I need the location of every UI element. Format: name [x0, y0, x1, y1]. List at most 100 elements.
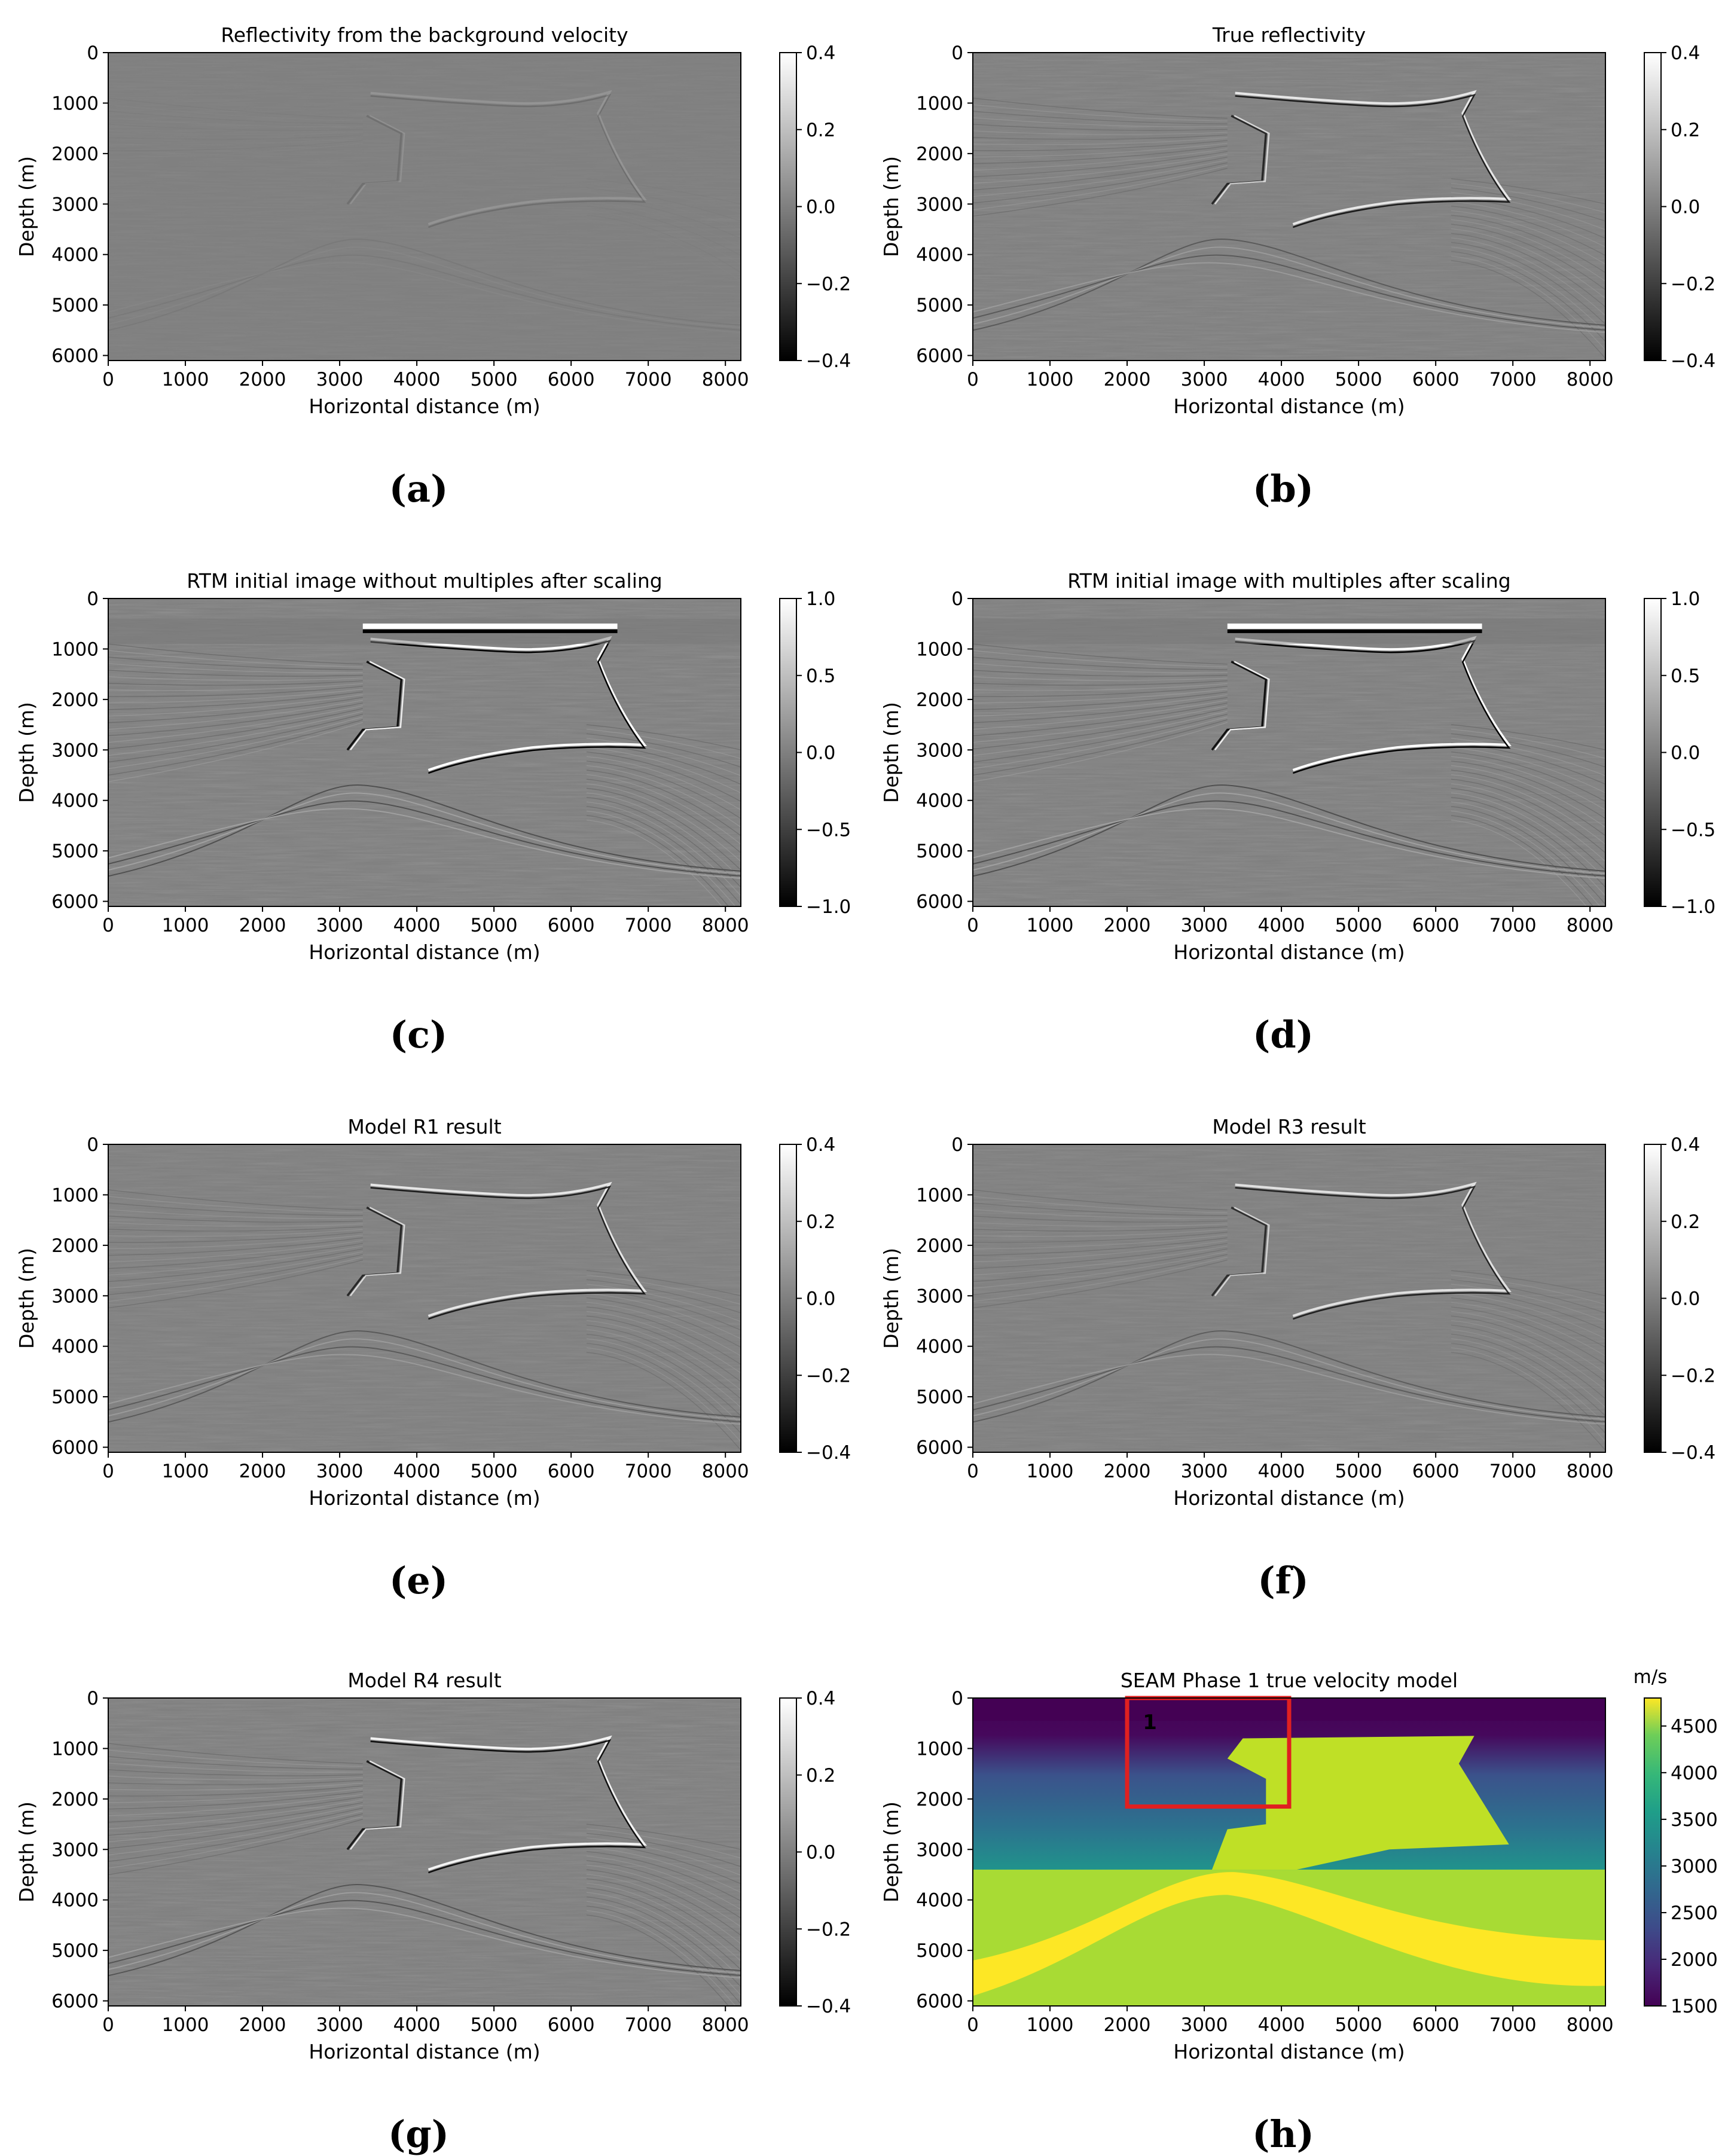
colorbar	[779, 1697, 797, 2007]
x-tick-label: 8000	[702, 915, 749, 936]
x-tick-label: 6000	[548, 1461, 595, 1482]
x-tick-label: 4000	[1258, 2014, 1305, 2036]
y-tick-label: 4000	[916, 1336, 963, 1358]
x-tick-label: 2000	[239, 915, 286, 936]
x-axis-label: Horizontal distance (m)	[1173, 940, 1405, 964]
y-tick-label: 4000	[916, 790, 963, 812]
x-tick-label: 0	[102, 915, 114, 936]
chart-title: Model R4 result	[347, 1669, 501, 1692]
colorbar	[779, 1144, 797, 1453]
y-tick-label: 5000	[916, 1940, 963, 1962]
x-tick-label: 1000	[1027, 1461, 1074, 1482]
y-tick-label: 1000	[51, 639, 99, 660]
y-tick-label: 2000	[916, 689, 963, 711]
y-tick-label: 5000	[916, 295, 963, 316]
colorbar-tick-label: 0.0	[806, 1288, 835, 1310]
x-tick-label: 3000	[316, 915, 364, 936]
x-axis-label: Horizontal distance (m)	[309, 2040, 540, 2063]
colorbar-tick-label: 0.2	[806, 120, 835, 141]
axes-frame	[972, 1144, 1606, 1453]
y-tick-label: 0	[87, 1688, 99, 1709]
y-axis-label: Depth (m)	[880, 156, 903, 257]
x-tick-label: 2000	[1104, 369, 1151, 390]
x-tick-label: 1000	[1027, 2014, 1074, 2036]
x-tick-label: 7000	[1489, 2014, 1537, 2036]
y-tick-label: 0	[951, 1688, 963, 1709]
panel-f: 0 1000 2000 3000 4000 5000 6000 7000 8000 0 1000 20…	[880, 1115, 1715, 1602]
x-tick-label: 0	[967, 1461, 979, 1482]
y-tick-label: 1000	[51, 93, 99, 114]
subfigure-label: (c)	[390, 1013, 447, 1056]
colorbar-tick-label: 2500	[1671, 1902, 1718, 1924]
heatmap-image	[973, 53, 1605, 361]
colorbar-tick-label: 0.0	[806, 1842, 835, 1864]
x-tick-label: 3000	[1181, 369, 1228, 390]
colorbar-tick-label: 0.0	[1671, 197, 1700, 218]
subfigure-label: (b)	[1253, 467, 1314, 511]
x-tick-label: 7000	[625, 2014, 672, 2036]
y-tick-label: 6000	[916, 1437, 963, 1459]
colorbar-tick-label: 3500	[1671, 1809, 1718, 1831]
x-tick-label: 8000	[1567, 1461, 1614, 1482]
colorbar-tick-label: −0.4	[1671, 350, 1715, 372]
y-tick-label: 4000	[916, 245, 963, 266]
x-tick-label: 7000	[625, 369, 672, 390]
x-tick-label: 8000	[702, 1461, 749, 1482]
x-axis-label: Horizontal distance (m)	[1173, 2040, 1405, 2063]
colorbar	[1644, 598, 1662, 907]
panel-b: 0 1000 2000 3000 4000 5000 6000 7000 8000 0 1000 20…	[880, 23, 1715, 511]
axes-frame	[972, 598, 1606, 907]
x-tick-label: 3000	[1181, 1461, 1228, 1482]
x-tick-label: 1000	[162, 1461, 209, 1482]
colorbar	[1644, 1697, 1662, 2007]
y-tick-label: 0	[951, 1134, 963, 1156]
x-tick-label: 3000	[316, 2014, 364, 2036]
subfigure-label: (f)	[1257, 1559, 1308, 1602]
colorbar-tick-label: 0.0	[1671, 743, 1700, 764]
x-tick-label: 6000	[1412, 915, 1460, 936]
subfigure-label: (g)	[388, 2112, 449, 2156]
subfigure-label: (d)	[1253, 1013, 1314, 1056]
subfigure-label: (e)	[389, 1559, 448, 1602]
y-tick-label: 5000	[51, 841, 99, 862]
heatmap-image	[973, 598, 1605, 906]
x-tick-label: 2000	[239, 369, 286, 390]
y-tick-label: 1000	[916, 93, 963, 114]
x-tick-label: 3000	[1181, 915, 1228, 936]
x-tick-label: 1000	[1027, 369, 1074, 390]
colorbar-tick-label: 0.5	[1671, 665, 1700, 687]
y-tick-label: 0	[951, 42, 963, 64]
colorbar-tick-label: −0.4	[806, 350, 851, 372]
chart-title: RTM initial image without multiples afte…	[187, 569, 662, 593]
y-tick-label: 5000	[916, 1387, 963, 1408]
axes-frame	[108, 1144, 741, 1453]
colorbar-tick-label: −0.2	[806, 273, 851, 295]
panel-g: 0 1000 2000 3000 4000 5000 6000 7000 8000 0 1000 20…	[15, 1669, 851, 2156]
y-tick-label: 5000	[916, 841, 963, 862]
heatmap-image	[108, 53, 741, 361]
y-tick-label: 6000	[916, 346, 963, 367]
x-tick-label: 4000	[1258, 1461, 1305, 1482]
x-tick-label: 5000	[1335, 369, 1382, 390]
colorbar-tick-label: 0.4	[806, 1688, 835, 1709]
y-tick-label: 1000	[916, 639, 963, 660]
x-tick-label: 8000	[1567, 915, 1614, 936]
x-tick-label: 1000	[162, 915, 209, 936]
y-tick-label: 1000	[916, 1738, 963, 1760]
colorbar-tick-label: 4500	[1671, 1716, 1718, 1737]
colorbar	[779, 52, 797, 361]
y-tick-label: 3000	[51, 194, 99, 215]
panel-e: 0 1000 2000 3000 4000 5000 6000 7000 8000 0 1000 20…	[15, 1115, 851, 1602]
y-tick-label: 0	[87, 588, 99, 610]
y-tick-label: 4000	[51, 1336, 99, 1358]
y-tick-label: 2000	[51, 689, 99, 711]
x-tick-label: 4000	[393, 1461, 441, 1482]
colorbar-tick-label: 0.2	[806, 1765, 835, 1787]
colorbar-tick-label: 0.4	[1671, 1134, 1700, 1156]
y-axis-label: Depth (m)	[15, 1801, 38, 1902]
x-tick-label: 6000	[548, 915, 595, 936]
x-axis-label: Horizontal distance (m)	[309, 1486, 540, 1510]
y-tick-label: 4000	[51, 790, 99, 812]
y-axis-label: Depth (m)	[15, 1248, 38, 1349]
